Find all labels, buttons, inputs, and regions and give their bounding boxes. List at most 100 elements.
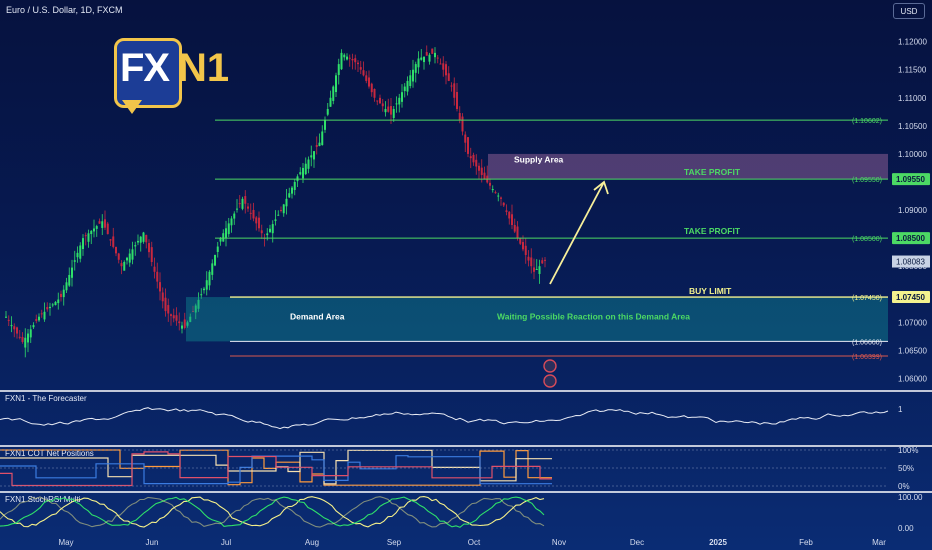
candle-body <box>387 106 390 112</box>
level-label: (1.07450) <box>852 295 882 302</box>
candle-body <box>401 92 403 102</box>
candle-body <box>384 109 387 113</box>
candle-body <box>227 223 230 235</box>
candle-body <box>76 252 79 258</box>
candle-body <box>106 223 109 235</box>
demand-area-label: Demand Area <box>290 312 345 322</box>
candle-body <box>428 54 431 62</box>
candle-body <box>233 213 236 219</box>
candle-body <box>502 202 505 206</box>
last-price-tag <box>892 255 930 268</box>
candle-body <box>192 311 194 313</box>
candle-body <box>189 316 192 322</box>
candle-body <box>403 86 406 92</box>
candle-body <box>54 301 57 306</box>
logo-speech-box <box>114 38 182 108</box>
candle-body <box>274 219 277 221</box>
candle-body <box>266 233 269 236</box>
candle-body <box>494 192 497 194</box>
symbol-title: Euro / U.S. Dollar, 1D, FXCM <box>6 5 123 15</box>
candle-body <box>203 288 205 291</box>
candle-body <box>183 319 186 328</box>
candle-body <box>417 58 420 68</box>
candle-body <box>79 245 82 259</box>
candle-body <box>522 242 524 250</box>
candle-body <box>230 218 233 226</box>
candle-body <box>285 198 288 207</box>
candle-body <box>200 294 203 296</box>
candle-body <box>453 83 456 98</box>
stochrsi-tick-label: 0.00 <box>898 524 914 533</box>
candle-body <box>46 307 49 310</box>
time-tick-label: Feb <box>799 538 813 547</box>
stochrsi-tick-label: 100.00 <box>898 493 923 502</box>
candle-body <box>10 325 13 327</box>
candle-body <box>480 167 483 175</box>
level-label: (1.08500) <box>852 236 882 243</box>
candle-body <box>238 203 241 205</box>
candle-body <box>359 67 362 70</box>
candle-body <box>398 97 401 105</box>
price-tick-label: 1.07000 <box>898 318 927 327</box>
candle-body <box>255 217 258 224</box>
candle-body <box>35 319 38 321</box>
event-marker-icon <box>543 374 557 388</box>
candle-body <box>337 64 340 75</box>
fxn1-logo: FX N1 <box>114 38 242 120</box>
cot-tick-label: 50% <box>898 464 914 473</box>
supply-zone <box>488 153 888 180</box>
candle-body <box>420 57 423 60</box>
candle-body <box>214 254 216 266</box>
currency-badge[interactable]: USD <box>893 3 925 19</box>
candle-body <box>497 195 500 197</box>
candle-body <box>71 267 73 278</box>
candle-body <box>527 256 530 261</box>
candle-body <box>181 325 183 329</box>
price-tick-label: 1.06000 <box>898 374 927 383</box>
candle-body <box>280 209 282 211</box>
candle-body <box>307 159 310 169</box>
candle-body <box>362 70 365 76</box>
level-price-tag <box>892 232 930 245</box>
candle-body <box>49 306 51 309</box>
stochrsi-line <box>0 496 545 528</box>
candle-body <box>142 232 145 242</box>
candle-body <box>357 62 359 65</box>
candle-body <box>134 245 137 247</box>
projection-arrowhead <box>593 180 609 195</box>
demand-zone <box>186 297 888 342</box>
candle-body <box>302 167 304 179</box>
candle-body <box>395 103 398 105</box>
time-tick-label: Nov <box>552 538 566 547</box>
price-candles <box>5 45 546 358</box>
level-price-tag <box>892 291 930 304</box>
candle-body <box>505 210 508 212</box>
candle-body <box>27 333 29 343</box>
price-tick-label: 1.10500 <box>898 122 927 131</box>
candle-body <box>101 221 104 228</box>
level-price-tag <box>892 173 930 186</box>
candle-body <box>211 263 214 275</box>
candle-body <box>126 257 128 261</box>
logo-n1-text: N1 <box>178 46 230 90</box>
level-price-tag-label: 1.08500 <box>896 234 925 243</box>
candle-body <box>500 197 502 199</box>
candle-body <box>148 243 150 253</box>
candle-body <box>269 228 271 233</box>
horizontal-levels: (1.10602) (1.09550) (1.08500) (1.07450) (1.0… <box>186 118 888 388</box>
cot-tick-label: 0% <box>898 482 910 491</box>
candle-body <box>252 209 255 219</box>
candle-body <box>442 63 445 70</box>
candle-body <box>516 226 519 239</box>
candle-body <box>137 240 139 243</box>
indicator-panes: FXN1 - The Forecaster FXN1 COT Net Positi… <box>0 390 932 533</box>
candle-body <box>38 316 40 321</box>
candle-body <box>535 268 538 270</box>
candle-body <box>120 263 123 267</box>
forecaster-tick-label: 1 <box>898 405 903 414</box>
candle-body <box>390 106 392 115</box>
candle-body <box>241 198 244 209</box>
logo-fx-text: FX <box>120 46 170 90</box>
candle-body <box>93 228 95 232</box>
